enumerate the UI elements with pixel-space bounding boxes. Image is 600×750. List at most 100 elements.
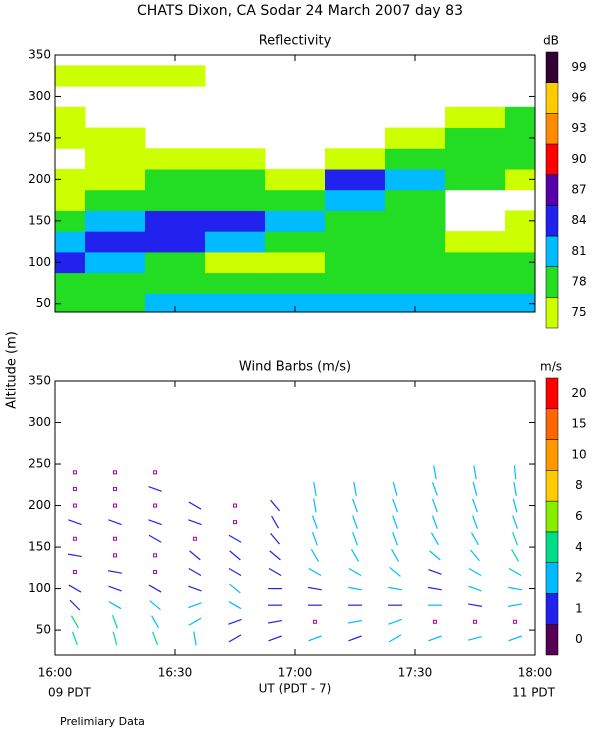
- reflectivity-cell: [145, 231, 206, 253]
- y-tick-label: 150: [28, 213, 51, 227]
- wind-barb: [468, 636, 482, 641]
- wind-barb: [428, 635, 442, 642]
- wind-barb: [430, 532, 439, 546]
- colorbar-box: [545, 470, 559, 502]
- wind-barb: [472, 498, 478, 513]
- colorbar-box: [545, 623, 559, 656]
- reflectivity-cell: [205, 210, 266, 232]
- wind-barb: [148, 584, 162, 593]
- wind-barb: [71, 631, 78, 646]
- reflectivity-cell: [265, 251, 326, 274]
- wind-barb: [193, 631, 197, 646]
- reflectivity-cell: [55, 189, 86, 211]
- wind-barb: [353, 481, 357, 496]
- reflectivity-cell: [55, 251, 86, 274]
- wind-barb: [508, 586, 523, 591]
- reflectivity-cell: [385, 231, 446, 253]
- calm-marker: [473, 619, 477, 624]
- calm-marker: [113, 536, 117, 541]
- wind-barb: [468, 567, 482, 576]
- y-tick-label: 350: [28, 48, 51, 62]
- x-tick-label: 17:30: [398, 666, 433, 680]
- wind-barb: [470, 549, 480, 562]
- wind-barb: [189, 550, 201, 561]
- reflectivity-cell: [445, 293, 506, 312]
- y-tick-label: 300: [28, 415, 51, 429]
- wind-barb: [468, 585, 482, 592]
- reflectivity-cell: [505, 251, 535, 274]
- wind-barb: [269, 550, 281, 561]
- colorbar-tick-label: 2: [575, 571, 583, 585]
- wind-barb: [512, 498, 518, 513]
- y-tick-label: 350: [28, 374, 51, 388]
- reflectivity-cell: [85, 210, 146, 232]
- wind-barb: [310, 549, 319, 562]
- calm-marker: [233, 520, 237, 525]
- colorbar-box: [545, 562, 559, 594]
- reflectivity-cell: [145, 293, 206, 312]
- reflectivity-cell: [385, 293, 446, 312]
- calm-marker: [113, 503, 117, 508]
- colorbar-tick-label: 99: [571, 60, 586, 74]
- wind-barb: [307, 586, 322, 591]
- wind-barb: [229, 550, 241, 561]
- footnote: Prelimiary Data: [60, 715, 145, 728]
- colorbar-box: [545, 143, 559, 175]
- wind-barb: [229, 583, 241, 594]
- wind-barb: [428, 569, 442, 575]
- reflectivity-cell: [325, 168, 386, 191]
- calm-marker: [513, 619, 518, 624]
- colorbar-tick-label: 96: [571, 91, 586, 105]
- y-tick-label: 150: [28, 540, 51, 554]
- reflectivity-cell: [265, 210, 326, 232]
- wind-barb: [152, 631, 159, 646]
- colorbar-box: [545, 174, 559, 206]
- reflectivity-cell: [55, 231, 86, 253]
- reflectivity-cell: [205, 272, 266, 294]
- y-tick-label: 300: [28, 89, 51, 103]
- wind-barb: [311, 531, 318, 546]
- wind-barb: [68, 519, 82, 526]
- wind-barb: [391, 549, 400, 562]
- reflectivity-cell: [85, 65, 146, 87]
- x-tick-label: 17:00: [278, 666, 313, 680]
- calm-marker: [233, 503, 237, 508]
- wind-barb: [313, 481, 317, 496]
- y-tick-label: 50: [36, 296, 51, 310]
- reflectivity-cell: [445, 168, 506, 191]
- reflectivity-cell: [325, 293, 386, 312]
- colorbar-box: [545, 51, 559, 83]
- calm-marker: [72, 503, 77, 508]
- wind-barb: [512, 531, 519, 546]
- wind-barb: [352, 498, 358, 513]
- wind-barb: [473, 465, 477, 480]
- reflectivity-cell: [205, 293, 266, 312]
- reflectivity-cell: [505, 231, 535, 253]
- wind-barb: [68, 584, 82, 593]
- wind-barb: [188, 602, 202, 609]
- colorbar-tick-label: 20: [571, 386, 586, 400]
- calm-marker: [312, 619, 317, 624]
- reflectivity-cell: [505, 148, 535, 170]
- calm-marker: [113, 553, 117, 558]
- colorbar-tick-label: 8: [575, 478, 583, 492]
- reflectivity-cell: [325, 251, 386, 274]
- reflectivity-cell: [85, 168, 146, 191]
- x-tick-label: 16:30: [158, 666, 193, 680]
- reflectivity-cell: [145, 148, 206, 170]
- reflectivity-cell: [385, 168, 446, 191]
- wind-barb: [468, 603, 482, 607]
- wind-barb: [470, 532, 480, 546]
- wind-barb: [352, 515, 358, 529]
- colorbar-tick-label: 87: [571, 183, 586, 197]
- wind-barb: [188, 567, 202, 576]
- reflectivity-cell: [325, 189, 386, 211]
- colorbar-tick-label: 81: [571, 244, 586, 258]
- wind-barb: [472, 515, 478, 529]
- colorbar-tick-label: 0: [575, 632, 583, 646]
- wind-barb: [188, 519, 202, 526]
- colorbar-tick-label: 84: [571, 213, 586, 227]
- colorbar-box: [545, 500, 559, 533]
- reflectivity-cell: [85, 231, 146, 253]
- reflectivity-cell: [85, 148, 146, 170]
